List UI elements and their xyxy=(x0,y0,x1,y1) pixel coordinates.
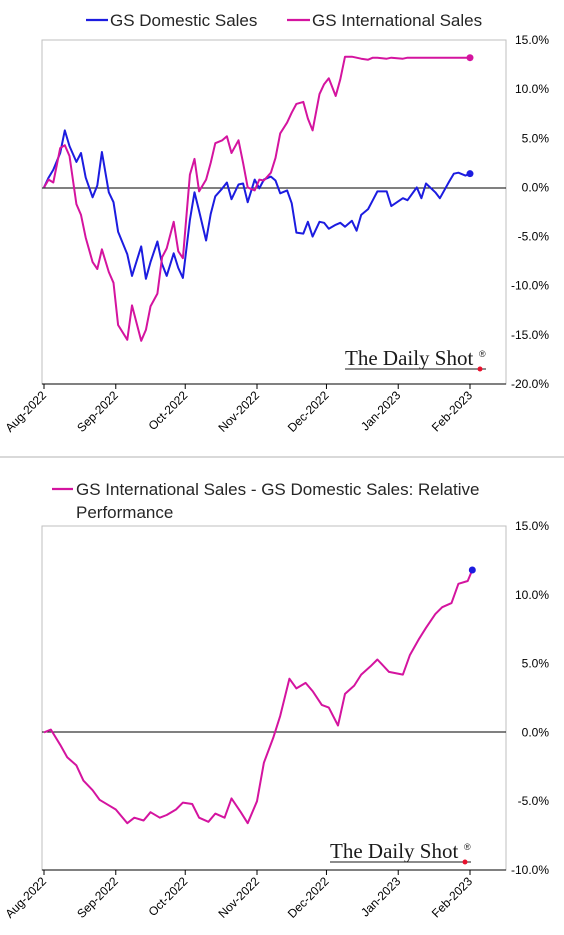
series-line-gs-international-sales xyxy=(43,55,470,342)
x-tick-label: Jan-2023 xyxy=(358,388,404,434)
y-tick-label: 15.0% xyxy=(515,33,549,47)
y-axis-labels: 15.0% 10.0% 5.0% 0.0% -5.0% -10.0% xyxy=(511,519,549,877)
watermark-registered: ® xyxy=(464,842,471,852)
y-tick-label: 0.0% xyxy=(522,180,550,194)
legend: GS Domestic Sales GS International Sales xyxy=(86,11,482,30)
series-line-gs-international-sales-gs-domestic-sales xyxy=(43,569,474,825)
y-tick-label: 10.0% xyxy=(515,588,549,602)
y-tick-label: 5.0% xyxy=(522,657,550,671)
x-tick-label: Sep-2022 xyxy=(74,388,121,435)
watermark: The Daily Shot ® xyxy=(345,346,486,372)
x-axis-labels: Aug-2022 Sep-2022 Oct-2022 Nov-2022 Dec-2022… xyxy=(2,874,475,921)
series-lines xyxy=(43,54,474,342)
x-tick-label: Aug-2022 xyxy=(2,388,49,435)
y-tick-label: -10.0% xyxy=(511,863,549,877)
x-tick-label: Oct-2022 xyxy=(146,874,191,919)
relative-performance-chart: GS International Sales - GS Domestic Sal… xyxy=(2,480,549,921)
legend-label-international: GS International Sales xyxy=(312,11,482,30)
y-tick-label: 5.0% xyxy=(522,131,550,145)
x-tick-label: Oct-2022 xyxy=(146,388,191,433)
watermark-registered: ® xyxy=(479,349,486,359)
y-tick-label: -5.0% xyxy=(518,794,550,808)
x-tick-label: Jan-2023 xyxy=(358,874,404,920)
watermark-red-dot xyxy=(477,366,483,372)
legend: GS International Sales - GS Domestic Sal… xyxy=(52,480,484,522)
y-tick-label: 0.0% xyxy=(522,725,550,739)
x-tick-label: Nov-2022 xyxy=(215,874,262,921)
y-tick-label: 15.0% xyxy=(515,519,549,533)
panel-divider xyxy=(0,456,564,458)
y-tick-label: -20.0% xyxy=(511,377,549,391)
watermark-red-dot xyxy=(462,859,468,865)
series-end-marker xyxy=(466,170,474,178)
series-lines xyxy=(43,566,476,825)
series-end-marker xyxy=(466,54,474,62)
y-axis-labels: 15.0% 10.0% 5.0% 0.0% -5.0% -10.0% -15.0% -20.0… xyxy=(511,33,549,391)
chart-panel-bottom: GS International Sales - GS Domestic Sal… xyxy=(0,458,564,935)
y-tick-label: -15.0% xyxy=(511,328,549,342)
watermark-text: The Daily Shot xyxy=(330,839,458,863)
sales-line-chart: GS Domestic Sales GS International Sales… xyxy=(2,11,549,435)
series-line-gs-domestic-sales xyxy=(43,129,471,280)
x-axis-ticks xyxy=(43,870,471,875)
plot-area-border xyxy=(41,39,507,385)
x-axis-ticks xyxy=(43,384,471,389)
chart-panel-top: GS Domestic Sales GS International Sales… xyxy=(0,0,564,456)
x-tick-label: Sep-2022 xyxy=(74,874,121,921)
y-tick-label: 10.0% xyxy=(515,82,549,96)
x-tick-label: Aug-2022 xyxy=(2,874,49,921)
x-tick-label: Dec-2022 xyxy=(285,874,332,921)
plot-area-border xyxy=(41,525,507,871)
x-tick-label: Feb-2023 xyxy=(429,874,475,920)
y-tick-label: -5.0% xyxy=(518,230,550,244)
x-axis-labels: Aug-2022 Sep-2022 Oct-2022 Nov-2022 Dec-2022… xyxy=(2,388,475,435)
watermark: The Daily Shot ® xyxy=(330,839,471,865)
x-tick-label: Dec-2022 xyxy=(285,388,332,435)
watermark-text: The Daily Shot xyxy=(345,346,473,370)
x-tick-label: Nov-2022 xyxy=(215,388,262,435)
x-tick-label: Feb-2023 xyxy=(429,388,475,434)
y-tick-label: -10.0% xyxy=(511,279,549,293)
legend-label-relative: GS International Sales - GS Domestic Sal… xyxy=(76,480,484,522)
series-end-marker xyxy=(468,566,476,574)
legend-label-domestic: GS Domestic Sales xyxy=(110,11,257,30)
